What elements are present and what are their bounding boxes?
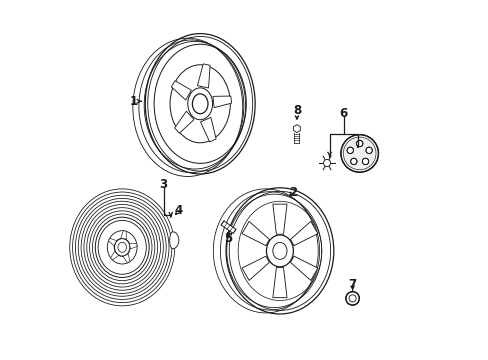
- Polygon shape: [272, 204, 286, 234]
- Circle shape: [345, 292, 359, 305]
- Polygon shape: [290, 221, 317, 246]
- Polygon shape: [123, 254, 130, 263]
- Text: 8: 8: [292, 104, 301, 117]
- Polygon shape: [242, 256, 269, 280]
- Polygon shape: [169, 232, 179, 249]
- Text: 2: 2: [289, 186, 297, 199]
- Polygon shape: [129, 243, 137, 249]
- Circle shape: [346, 147, 353, 153]
- Polygon shape: [121, 231, 126, 239]
- Circle shape: [323, 159, 330, 167]
- Circle shape: [340, 135, 378, 172]
- Text: 7: 7: [348, 278, 356, 291]
- Ellipse shape: [187, 88, 212, 120]
- Polygon shape: [108, 238, 117, 246]
- Ellipse shape: [272, 242, 286, 260]
- Circle shape: [350, 158, 356, 165]
- Polygon shape: [110, 252, 118, 260]
- Polygon shape: [293, 125, 300, 132]
- Polygon shape: [197, 64, 210, 88]
- Circle shape: [365, 147, 371, 153]
- Text: 1: 1: [130, 95, 138, 108]
- Circle shape: [356, 140, 362, 147]
- Polygon shape: [213, 96, 231, 108]
- Polygon shape: [200, 117, 216, 142]
- Polygon shape: [221, 221, 236, 233]
- Text: 6: 6: [339, 107, 347, 120]
- Polygon shape: [242, 221, 269, 246]
- Polygon shape: [290, 256, 317, 280]
- Circle shape: [362, 158, 368, 165]
- Text: 3: 3: [159, 178, 167, 191]
- Text: 5: 5: [223, 232, 231, 245]
- Polygon shape: [171, 81, 191, 100]
- Text: 4: 4: [174, 204, 183, 217]
- Polygon shape: [272, 267, 286, 298]
- Polygon shape: [174, 111, 194, 133]
